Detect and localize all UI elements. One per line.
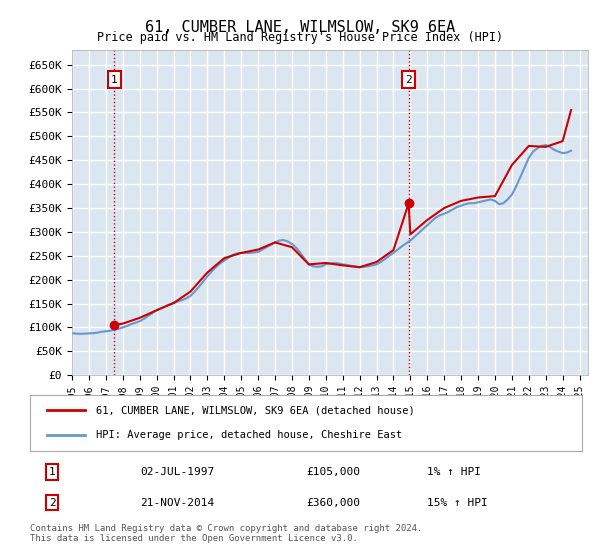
Text: 1% ↑ HPI: 1% ↑ HPI [427,467,481,477]
Text: 61, CUMBER LANE, WILMSLOW, SK9 6EA (detached house): 61, CUMBER LANE, WILMSLOW, SK9 6EA (deta… [96,405,415,416]
Text: 2: 2 [405,74,412,85]
Text: 61, CUMBER LANE, WILMSLOW, SK9 6EA: 61, CUMBER LANE, WILMSLOW, SK9 6EA [145,20,455,35]
Text: Price paid vs. HM Land Registry's House Price Index (HPI): Price paid vs. HM Land Registry's House … [97,31,503,44]
Text: £360,000: £360,000 [306,498,360,507]
Text: HPI: Average price, detached house, Cheshire East: HPI: Average price, detached house, Ches… [96,430,403,440]
Text: 21-NOV-2014: 21-NOV-2014 [140,498,215,507]
Text: £105,000: £105,000 [306,467,360,477]
Text: 15% ↑ HPI: 15% ↑ HPI [427,498,488,507]
Text: Contains HM Land Registry data © Crown copyright and database right 2024.
This d: Contains HM Land Registry data © Crown c… [30,524,422,543]
Text: 2: 2 [49,498,55,507]
Text: 1: 1 [111,74,118,85]
Text: 02-JUL-1997: 02-JUL-1997 [140,467,215,477]
Text: 1: 1 [49,467,55,477]
